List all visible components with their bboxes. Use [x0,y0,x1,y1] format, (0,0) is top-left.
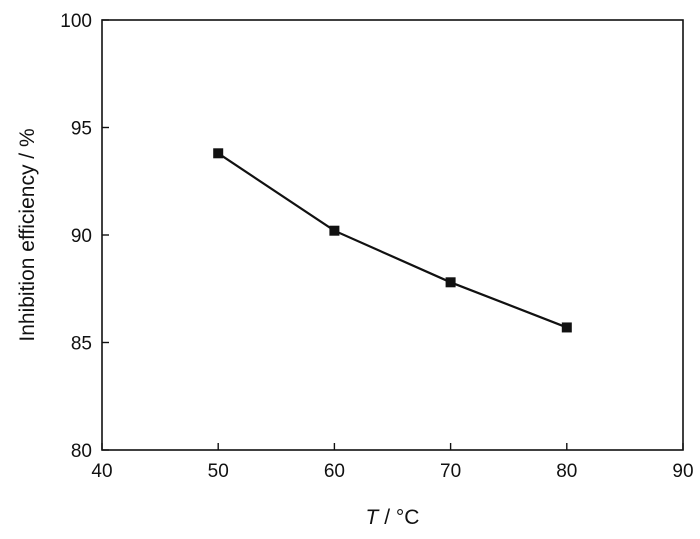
data-point-70 [445,277,456,288]
y-tick-label-95: 95 [71,119,92,140]
data-series [213,148,572,333]
plot-frame [101,19,684,451]
tick-labels: 40 50 60 70 80 90 80 85 90 95 100 [60,11,693,482]
y-tick-label-90: 90 [71,226,92,247]
x-tick-label-50: 50 [208,461,229,482]
x-axis-label-variable: T [366,506,381,529]
data-point-80 [561,322,572,333]
y-tick-label-100: 100 [60,11,92,32]
axis-ticks [101,19,684,451]
x-tick-label-80: 80 [556,461,577,482]
y-tick-label-80: 80 [71,441,92,462]
y-tick-label-85: 85 [71,334,92,355]
series-line-0 [217,152,568,329]
data-point-50 [213,148,224,159]
y-axis-label: Inhibition efficiency / % [16,128,39,341]
x-tick-label-70: 70 [440,461,461,482]
x-axis-label: T / °C [366,506,420,529]
x-tick-label-40: 40 [91,461,112,482]
x-axis-label-unit: / °C [378,506,419,529]
data-point-60 [329,225,340,236]
x-tick-label-90: 90 [672,461,693,482]
x-tick-label-60: 60 [324,461,345,482]
